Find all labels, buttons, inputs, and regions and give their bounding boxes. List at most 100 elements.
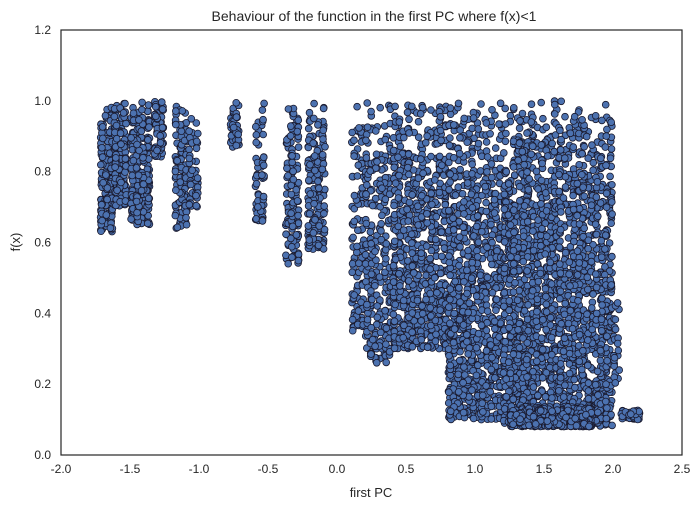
data-point xyxy=(506,221,515,229)
data-point xyxy=(557,135,565,144)
data-point xyxy=(570,375,578,384)
data-point xyxy=(573,271,582,279)
data-point xyxy=(474,139,483,148)
data-point xyxy=(529,227,537,235)
data-point xyxy=(282,230,290,239)
data-point xyxy=(556,146,565,154)
data-point xyxy=(348,315,357,324)
data-point xyxy=(491,189,500,198)
data-point xyxy=(408,191,417,199)
data-point xyxy=(488,106,496,114)
data-point xyxy=(500,288,509,297)
data-point xyxy=(310,99,318,108)
data-point xyxy=(602,203,611,212)
data-point xyxy=(288,253,296,262)
data-point xyxy=(435,152,444,161)
data-point xyxy=(138,98,146,107)
data-point xyxy=(486,130,494,138)
data-point xyxy=(99,134,107,143)
data-point xyxy=(532,317,541,326)
data-point xyxy=(137,186,146,195)
data-point xyxy=(103,184,112,192)
data-point xyxy=(294,211,302,220)
data-point xyxy=(505,323,513,332)
data-point xyxy=(523,373,531,381)
data-point xyxy=(372,358,381,367)
data-point xyxy=(509,206,518,214)
data-point xyxy=(363,123,372,131)
data-point xyxy=(430,176,439,184)
data-point xyxy=(354,161,363,170)
data-point xyxy=(542,308,551,316)
data-point xyxy=(101,111,110,120)
data-point xyxy=(499,149,508,157)
data-point xyxy=(405,129,413,137)
data-point xyxy=(509,246,518,255)
data-point xyxy=(547,350,556,359)
data-point xyxy=(490,317,499,326)
data-point xyxy=(603,125,611,134)
data-point xyxy=(446,361,455,370)
data-point xyxy=(368,335,377,344)
data-point xyxy=(469,114,478,122)
data-point xyxy=(455,261,463,270)
data-point xyxy=(391,179,400,188)
data-point xyxy=(602,189,611,198)
data-point xyxy=(98,153,107,161)
data-point xyxy=(315,222,324,230)
data-point xyxy=(436,306,444,314)
data-point xyxy=(400,321,408,330)
data-point xyxy=(373,313,382,322)
data-point xyxy=(234,130,243,139)
data-point xyxy=(259,115,267,124)
data-point xyxy=(486,387,495,396)
data-point xyxy=(407,239,416,247)
data-point xyxy=(574,296,582,305)
data-point xyxy=(436,269,445,278)
data-point xyxy=(487,173,496,182)
data-point xyxy=(286,122,295,130)
data-point xyxy=(454,99,463,108)
data-point xyxy=(382,340,390,349)
data-point xyxy=(509,395,518,404)
data-point xyxy=(404,150,413,159)
data-point xyxy=(97,201,106,209)
data-point xyxy=(102,171,110,179)
data-point xyxy=(320,209,328,218)
data-point xyxy=(501,337,510,346)
data-point xyxy=(529,246,538,255)
data-point xyxy=(389,146,398,155)
data-point xyxy=(445,258,454,267)
data-point xyxy=(417,335,426,344)
data-point xyxy=(362,154,371,162)
data-point xyxy=(399,296,408,305)
data-point xyxy=(561,299,569,308)
data-point xyxy=(606,154,615,163)
data-point xyxy=(483,273,492,282)
data-point xyxy=(469,232,478,240)
data-point xyxy=(399,226,408,234)
data-point xyxy=(381,195,390,204)
data-point xyxy=(542,292,550,301)
data-point xyxy=(187,115,196,123)
data-point xyxy=(486,341,495,349)
data-point xyxy=(194,129,202,138)
data-point xyxy=(460,114,469,123)
data-point xyxy=(259,153,268,162)
data-point xyxy=(502,393,511,401)
data-point xyxy=(483,168,491,176)
data-point xyxy=(361,250,370,259)
data-point xyxy=(113,134,121,143)
data-point xyxy=(314,241,323,250)
data-point xyxy=(309,139,318,147)
data-point xyxy=(304,176,313,185)
data-point xyxy=(468,204,477,212)
data-point xyxy=(348,268,357,277)
data-point xyxy=(192,201,201,210)
data-point xyxy=(514,156,522,165)
data-point xyxy=(414,221,423,229)
data-point xyxy=(408,342,417,351)
data-point xyxy=(487,402,496,411)
data-point xyxy=(319,126,328,134)
data-point xyxy=(537,98,545,107)
